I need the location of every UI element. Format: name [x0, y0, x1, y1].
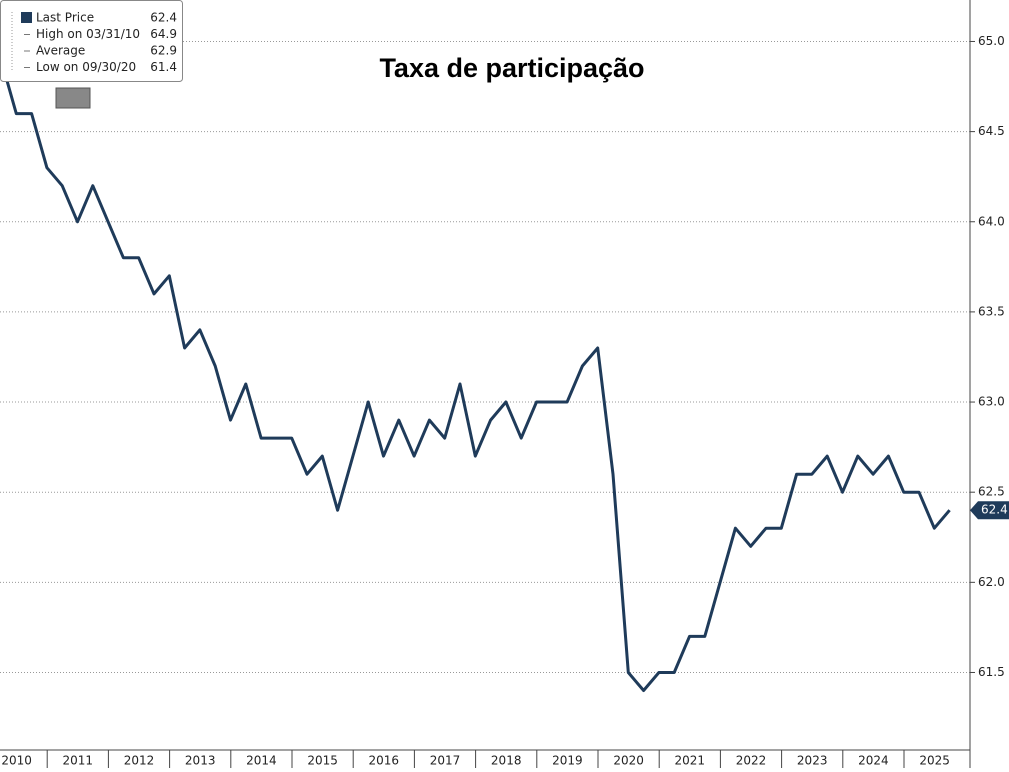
y-tick-label: 64.5 [978, 124, 1005, 138]
legend-label: Last Price [36, 11, 94, 25]
last-price-tag [970, 501, 1009, 520]
x-tick-label: 2019 [552, 754, 583, 768]
y-tick-label: 63.5 [978, 304, 1005, 318]
y-tick-label: 64.0 [978, 214, 1005, 228]
x-tick-label: 2014 [246, 754, 277, 768]
legend-swatch [21, 12, 32, 23]
x-tick-label: 2016 [369, 754, 400, 768]
x-tick-label: 2018 [491, 754, 522, 768]
legend-value: 61.4 [150, 60, 177, 74]
x-tick-label: 2017 [430, 754, 461, 768]
x-tick-label: 2023 [797, 754, 828, 768]
y-tick-label: 63.0 [978, 395, 1005, 409]
x-tick-label: 2015 [307, 754, 338, 768]
x-tick-label: 2012 [124, 754, 155, 768]
legend-label: Low on 09/30/20 [36, 60, 136, 74]
y-tick-label: 65.0 [978, 34, 1005, 48]
x-tick-label: 2010 [1, 754, 32, 768]
y-tick-label: 62.5 [978, 485, 1005, 499]
legend-label: Average [36, 44, 85, 58]
legend-label: High on 03/31/10 [36, 27, 140, 41]
legend-value: 64.9 [150, 27, 177, 41]
x-tick-label: 2022 [736, 754, 767, 768]
x-tick-label: 2025 [919, 754, 950, 768]
y-tick-label: 61.5 [978, 665, 1005, 679]
legend-value: 62.4 [150, 11, 177, 25]
chart-title: Taxa de participação [379, 53, 644, 83]
last-price-label: 62.4 [981, 503, 1008, 517]
y-tick-label: 62.0 [978, 575, 1005, 589]
legend-value: 62.9 [150, 44, 177, 58]
chart-type-button [55, 87, 91, 109]
x-tick-label: 2013 [185, 754, 216, 768]
legend-box [0, 0, 183, 82]
x-tick-label: 2020 [613, 754, 644, 768]
data-line [0, 59, 951, 692]
x-tick-label: 2024 [858, 754, 889, 768]
x-tick-label: 2011 [63, 754, 94, 768]
x-tick-label: 2021 [675, 754, 706, 768]
